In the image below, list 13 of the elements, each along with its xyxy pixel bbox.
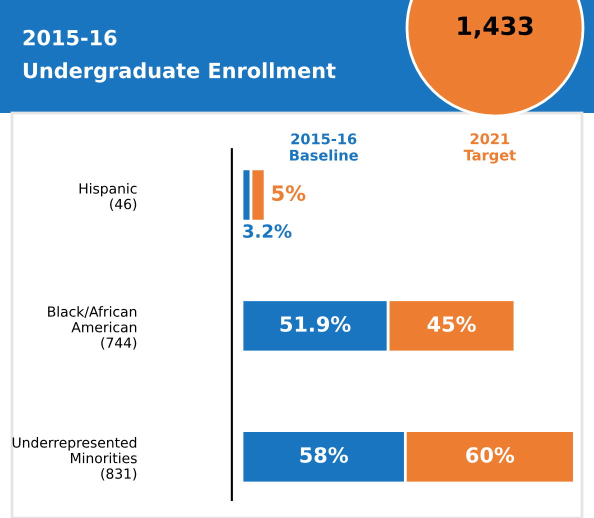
text: 2021 Target — [464, 133, 516, 164]
data-label: 60% — [466, 447, 514, 463]
y-tick-label: Black/African American (744) — [48, 306, 136, 350]
chart-title: 2015-16 Undergraduate Enrollment — [24, 30, 336, 83]
data-label: 5% — [272, 185, 306, 202]
y-tick-label: Hispanic (46) — [80, 182, 137, 211]
text: 1,433 — [458, 16, 533, 38]
text: 2015-16 Baseline — [290, 133, 358, 161]
data-label: 3.2% — [243, 224, 292, 238]
data-label: 51.9% — [280, 316, 351, 332]
data-label: 45% — [428, 316, 476, 332]
data-label: 58% — [300, 447, 348, 463]
y-tick-label: Underrepresented Minorities (831) — [12, 437, 137, 481]
